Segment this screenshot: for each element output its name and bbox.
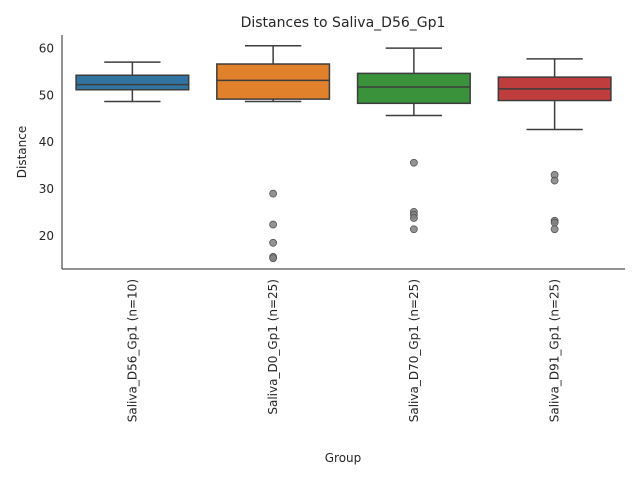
outlier-point xyxy=(269,254,278,263)
x-tick-label: Saliva_D56_Gp1 (n=10) xyxy=(125,279,139,422)
outlier-point xyxy=(409,225,418,234)
outlier-point xyxy=(269,220,278,229)
x-axis-ticks: Saliva_D56_Gp1 (n=10) Saliva_D0_Gp1 (n=25… xyxy=(125,279,561,422)
x-tick-label: Saliva_D91_Gp1 (n=25) xyxy=(548,279,562,422)
chart-title: Distances to Saliva_D56_Gp1 xyxy=(241,15,446,31)
box-iqr xyxy=(356,72,471,105)
y-axis-ticks: 20 30 40 50 60 xyxy=(39,42,54,243)
box-iqr xyxy=(216,63,331,100)
outlier-point xyxy=(550,176,559,185)
x-axis-label: Group xyxy=(325,451,362,465)
box-group xyxy=(216,45,331,263)
x-tick-label: Saliva_D70_Gp1 (n=25) xyxy=(407,279,421,422)
y-axis-label: Distance xyxy=(15,126,29,178)
outlier-point xyxy=(269,238,278,247)
outlier-point xyxy=(409,214,418,222)
box-group xyxy=(75,61,190,103)
y-tick-label: 50 xyxy=(39,88,54,102)
x-tick-label: Saliva_D0_Gp1 (n=25) xyxy=(266,279,280,415)
y-tick-label: 60 xyxy=(39,42,54,56)
box-group xyxy=(497,58,612,234)
outlier-point xyxy=(409,158,418,167)
outlier-point xyxy=(550,218,559,227)
y-tick-label: 20 xyxy=(39,229,54,243)
plot-area xyxy=(75,45,612,263)
y-tick-label: 40 xyxy=(39,135,54,149)
box-iqr xyxy=(75,74,190,91)
box-group xyxy=(356,47,471,234)
outlier-point xyxy=(550,225,559,234)
y-tick-label: 30 xyxy=(39,182,54,196)
outlier-point xyxy=(269,189,278,198)
